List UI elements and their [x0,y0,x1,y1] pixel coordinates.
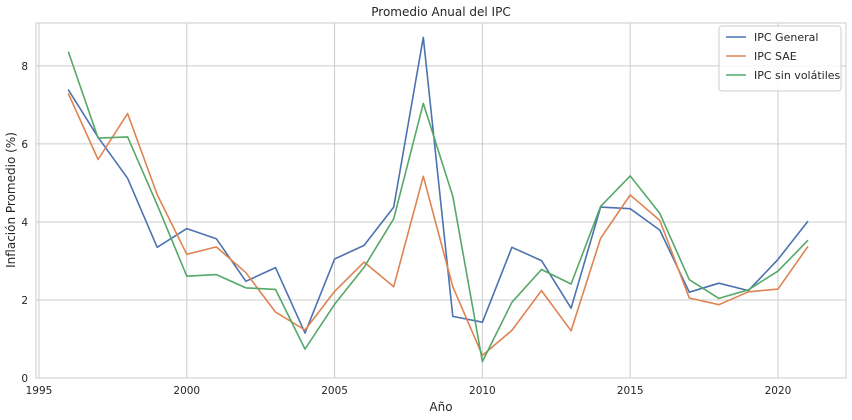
y-axis-ticks: 0 2 4 6 8 [21,61,28,385]
legend-box [718,25,842,92]
x-axis-ticks: 1995 2000 2005 2010 2015 2020 [26,385,792,397]
series-layer [67,36,809,363]
legend-label-2: IPC SAE [754,50,797,63]
x-tick-label: 2005 [321,385,348,397]
y-tick-label: 8 [21,61,28,73]
chart-title: Promedio Anual del IPC [371,5,510,19]
plot-area [35,22,847,379]
y-axis-label: Inflación Promedio (%) [4,132,18,268]
y-tick-label: 0 [21,373,28,385]
y-tick-label: 4 [21,217,28,229]
x-tick-label: 1995 [26,385,53,397]
x-axis-label: Año [429,400,452,414]
series-line-2 [67,93,809,357]
x-tick-label: 2020 [765,385,792,397]
x-tick-label: 2000 [173,385,200,397]
y-tick-label: 6 [21,139,28,151]
legend: IPC General IPC SAE IPC sin volátiles [718,25,842,92]
x-tick-label: 2010 [469,385,496,397]
y-tick-label: 2 [21,295,28,307]
legend-label-3: IPC sin volátiles [754,69,841,82]
legend-label-1: IPC General [754,31,818,44]
series-line-1 [67,36,809,334]
series-line-3 [67,51,809,363]
x-tick-label: 2015 [617,385,644,397]
